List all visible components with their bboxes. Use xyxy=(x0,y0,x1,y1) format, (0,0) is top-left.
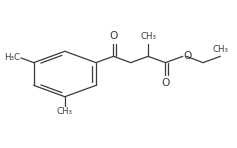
Text: CH₃: CH₃ xyxy=(140,32,156,41)
Text: O: O xyxy=(184,51,192,61)
Text: CH₃: CH₃ xyxy=(57,107,73,116)
Text: CH₃: CH₃ xyxy=(213,45,229,54)
Text: O: O xyxy=(161,78,170,88)
Text: H₃C: H₃C xyxy=(4,53,20,62)
Text: O: O xyxy=(109,31,118,41)
